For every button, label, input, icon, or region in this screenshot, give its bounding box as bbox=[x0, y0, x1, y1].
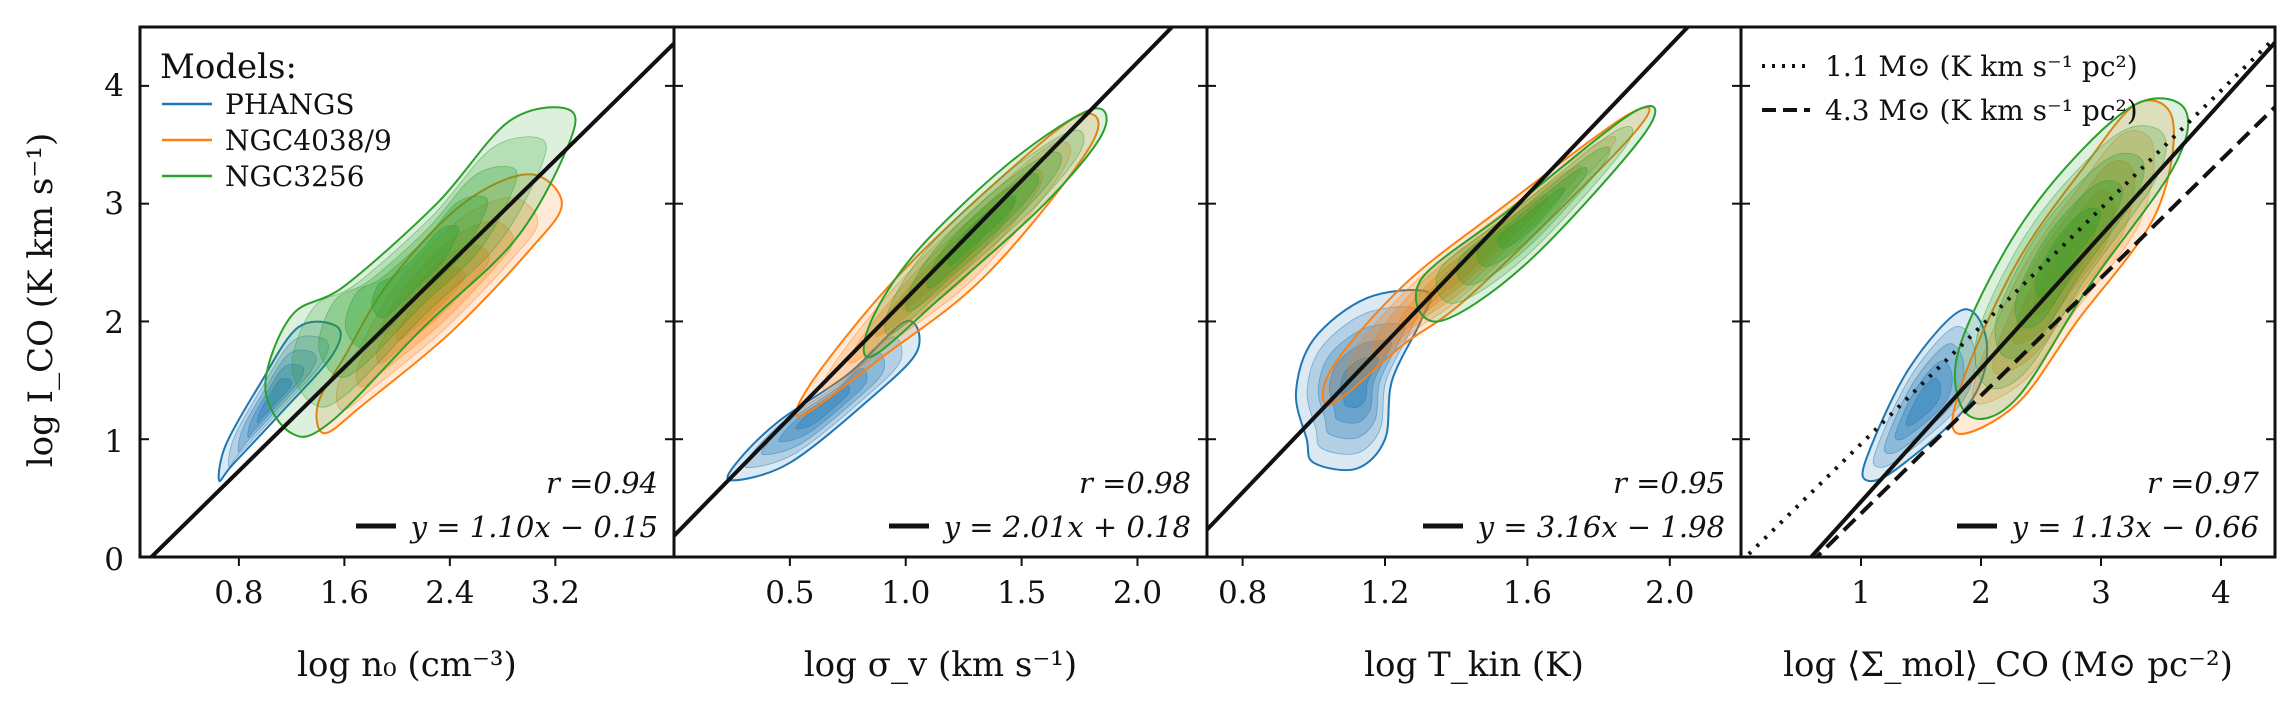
fit-equation-label: y = 1.10x − 0.15 bbox=[409, 510, 658, 544]
y-axis-label: log I_CO (K km s⁻¹) bbox=[21, 133, 61, 467]
contour-level bbox=[1994, 152, 2145, 359]
fit-line bbox=[674, 27, 1175, 538]
x-tick-label: 3 bbox=[2091, 575, 2111, 611]
x-tick-label: 1.6 bbox=[320, 575, 369, 611]
x-tick-label: 2.0 bbox=[1113, 575, 1162, 611]
x-axis-label: log n₀ (cm⁻³) bbox=[297, 645, 517, 685]
contour-level bbox=[1953, 97, 2190, 420]
x-tick-label: 0.5 bbox=[765, 575, 814, 611]
contour-level bbox=[1414, 105, 1657, 323]
x-tick-label: 2.0 bbox=[1645, 575, 1694, 611]
y-tick-label: 3 bbox=[104, 186, 124, 222]
panel-density: 0.8 1.6 2.4 3.2 log n₀ (cm⁻³) r =0.94 y = 1.10… bbox=[138, 25, 676, 685]
legend-title: Models: bbox=[160, 47, 297, 87]
contour-level bbox=[2014, 180, 2123, 329]
plot-area bbox=[674, 27, 1175, 538]
contour-level bbox=[1951, 99, 2175, 435]
legend-label-ngc4038: NGC4038/9 bbox=[225, 124, 392, 157]
conversion-legend: 1.1 M⊙ (K km s⁻¹ pc²) 4.3 M⊙ (K km s⁻¹ p… bbox=[1762, 50, 2138, 127]
reference-line-dotted bbox=[1742, 36, 2275, 557]
contour-level bbox=[1861, 308, 1989, 483]
fit-equation-label: y = 3.16x − 1.98 bbox=[1476, 510, 1725, 544]
panel-molecular-surface-density: 1 2 3 4 log ⟨Σ_mol⟩_CO (M⊙ pc⁻²) r =0.97 y = 1… bbox=[1739, 25, 2277, 685]
contour-level bbox=[1456, 146, 1611, 286]
contour-level bbox=[371, 225, 460, 319]
x-axis-label: log ⟨Σ_mol⟩_CO (M⊙ pc⁻²) bbox=[1783, 645, 2233, 685]
contour-level bbox=[926, 173, 1040, 289]
contour-ngc3256 bbox=[1953, 97, 2190, 420]
x-tick-label: 0.8 bbox=[214, 575, 263, 611]
contour-ngc3256 bbox=[264, 106, 577, 438]
legend-label-ngc3256: NGC3256 bbox=[225, 160, 365, 193]
panel-velocity-dispersion: 0.5 1.0 1.5 2.0 log σ_v (km s⁻¹) r =0.98 y = 2… bbox=[672, 25, 1209, 685]
x-tick-label: 2.4 bbox=[425, 575, 474, 611]
plot-area bbox=[1742, 36, 2275, 557]
y-tick-labels: 0 1 2 3 4 bbox=[104, 68, 124, 578]
x-tick-label: 2 bbox=[1971, 575, 1991, 611]
contour-level bbox=[376, 244, 490, 365]
legend-label-dashed: 4.3 M⊙ (K km s⁻¹ pc²) bbox=[1825, 94, 2138, 127]
x-axis-label: log T_kin (K) bbox=[1364, 645, 1584, 685]
contour-level bbox=[1905, 377, 1942, 427]
contour-level bbox=[1422, 223, 1515, 308]
legend-label-dotted: 1.1 M⊙ (K km s⁻¹ pc²) bbox=[1825, 50, 2138, 83]
x-tick-label: 1.6 bbox=[1503, 575, 1552, 611]
legend-label-phangs: PHANGS bbox=[225, 88, 355, 121]
y-tick-label: 2 bbox=[104, 305, 124, 341]
x-tick-label: 1.2 bbox=[1360, 575, 1409, 611]
contour-level bbox=[247, 363, 305, 439]
x-tick-label: 4 bbox=[2211, 575, 2231, 611]
fit-line bbox=[1207, 27, 1691, 532]
plot-area bbox=[1207, 27, 1691, 532]
x-tick-label: 1.0 bbox=[881, 575, 930, 611]
contour-phangs bbox=[217, 320, 342, 483]
x-tick-label: 0.8 bbox=[1218, 575, 1267, 611]
correlation-label: r =0.94 bbox=[546, 466, 658, 500]
contour-level bbox=[1372, 165, 1583, 357]
correlation-label: r =0.98 bbox=[1079, 466, 1191, 500]
reference-line-dashed bbox=[1813, 105, 2275, 557]
y-tick-label: 0 bbox=[104, 542, 124, 578]
contour-ngc3256 bbox=[1414, 105, 1657, 323]
contour-level bbox=[1397, 194, 1549, 333]
models-legend: Models: PHANGS NGC4038/9 NGC3256 bbox=[160, 47, 392, 193]
contour-ngc4038-9 bbox=[1321, 106, 1651, 406]
contour-level bbox=[264, 106, 577, 438]
x-axis-label: log σ_v (km s⁻¹) bbox=[804, 645, 1077, 685]
contour-level bbox=[291, 136, 547, 408]
contour-level bbox=[217, 320, 342, 483]
fit-line bbox=[148, 42, 674, 557]
contour-level bbox=[396, 267, 466, 341]
correlation-label: r =0.95 bbox=[1613, 466, 1725, 500]
contour-level bbox=[1347, 136, 1617, 381]
contour-level bbox=[1497, 187, 1565, 249]
contour-phangs bbox=[1861, 308, 1989, 483]
fit-equation-label: y = 1.13x − 0.66 bbox=[2010, 510, 2259, 544]
panel-kinetic-temperature: 0.8 1.2 1.6 2.0 log T_kin (K) r =0.95 y = 3.16… bbox=[1205, 25, 1743, 685]
contour-ngc4038-9 bbox=[315, 173, 563, 435]
contour-level bbox=[318, 166, 518, 378]
contour-level bbox=[315, 173, 563, 435]
contour-ngc3256 bbox=[862, 107, 1108, 359]
fit-equation-label: y = 2.01x + 0.18 bbox=[942, 510, 1191, 544]
y-tick-label: 1 bbox=[104, 424, 124, 460]
contour-level bbox=[257, 378, 293, 424]
y-tick-label: 4 bbox=[104, 68, 124, 104]
fit-line bbox=[1808, 41, 2275, 557]
x-tick-label: 1 bbox=[1851, 575, 1871, 611]
axes-frame bbox=[1739, 25, 2277, 559]
contour-ngc4038-9 bbox=[1951, 99, 2175, 435]
contour-level bbox=[1435, 126, 1633, 304]
x-tick-label: 3.2 bbox=[531, 575, 580, 611]
x-tick-label: 1.5 bbox=[997, 575, 1046, 611]
plot-area bbox=[148, 42, 674, 557]
correlation-label: r =0.97 bbox=[2147, 466, 2259, 500]
